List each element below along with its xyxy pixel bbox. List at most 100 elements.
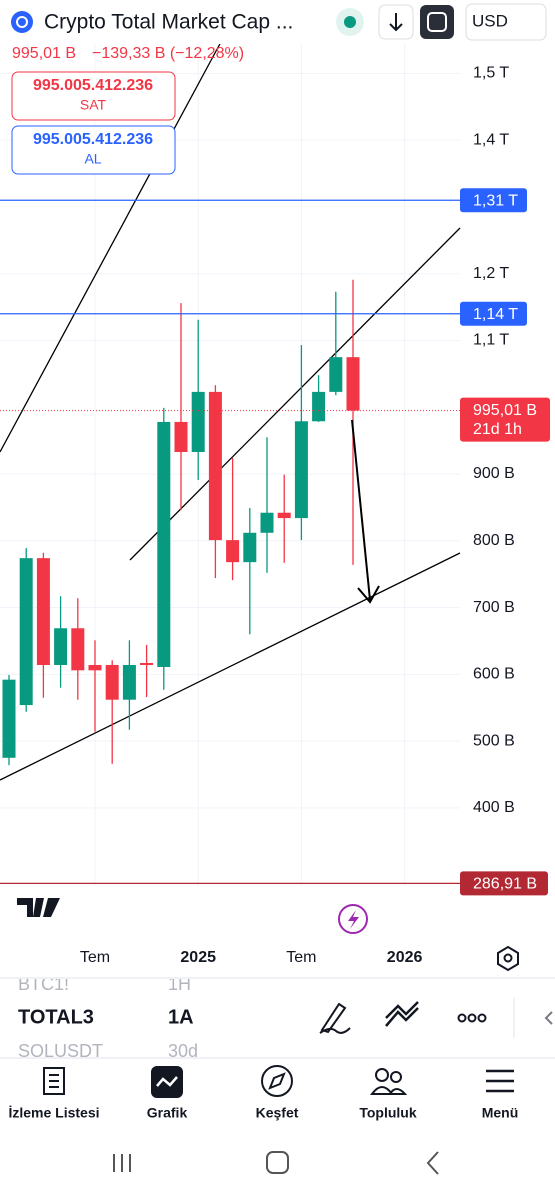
- back[interactable]: [426, 1151, 439, 1175]
- candle-body: [226, 540, 240, 563]
- y-tick-label: 900 B: [473, 465, 515, 482]
- scroll-icon[interactable]: [544, 1011, 553, 1025]
- next-symbol[interactable]: SOLUSDT: [18, 1041, 103, 1061]
- explore-icon[interactable]: [261, 1065, 293, 1097]
- buy-button[interactable]: [11, 125, 176, 175]
- y-tick-label: 800 B: [473, 532, 515, 549]
- arrow: [351, 419, 371, 601]
- buy-price: 995.005.412.236: [33, 131, 153, 148]
- settings-icon[interactable]: [497, 945, 519, 972]
- candle-body: [243, 532, 257, 563]
- more-dot[interactable]: [457, 1013, 467, 1023]
- home[interactable]: [266, 1151, 289, 1174]
- symbol-title[interactable]: Crypto Total Market Cap ...: [44, 11, 293, 34]
- trend-icon[interactable]: [385, 1001, 419, 1027]
- community-icon[interactable]: [375, 1068, 389, 1082]
- candle-body: [208, 391, 222, 541]
- candle-body: [346, 357, 360, 411]
- logo[interactable]: [17, 898, 60, 917]
- price-line-label: 286,91 B: [473, 876, 537, 893]
- candle-body: [174, 421, 188, 452]
- trend-line: [0, 39, 223, 453]
- sell-label: SAT: [80, 97, 107, 113]
- last-price-label: 995,01 B: [473, 402, 537, 419]
- nav-label[interactable]: Menü: [482, 1105, 519, 1121]
- y-tick-label: 600 B: [473, 666, 515, 683]
- currency-select[interactable]: [465, 3, 547, 41]
- y-tick-label: 1,2 T: [473, 265, 509, 282]
- price-lines: 1,31 T 1,14 T 286,91 B 995,01 B 21d 1h: [0, 188, 550, 896]
- candle-body: [105, 664, 119, 700]
- arrow-head: [357, 585, 380, 604]
- candle-body: [260, 512, 274, 533]
- symbol[interactable]: TOTAL3: [18, 1006, 94, 1028]
- watchlist-icon[interactable]: [43, 1067, 65, 1095]
- time-axis: Tem 2025 Tem 2026: [80, 949, 423, 966]
- currency: USD: [472, 11, 508, 30]
- sell-button[interactable]: [11, 71, 176, 121]
- price-line-tag: [460, 301, 527, 326]
- y-tick-label: 700 B: [473, 599, 515, 616]
- fullscreen-icon: [427, 12, 447, 32]
- trend-line: [129, 227, 461, 561]
- explore-needle: [268, 1072, 286, 1090]
- alert-icon[interactable]: [338, 904, 368, 934]
- price-change: −139,33 B (−12,28%): [92, 45, 244, 62]
- status-dot: [344, 16, 356, 28]
- x-tick-label: 2026: [387, 949, 423, 966]
- recent-apps[interactable]: [113, 1154, 131, 1172]
- down-icon: [389, 13, 403, 32]
- x-tick-label: Tem: [80, 949, 110, 966]
- candle-body: [88, 664, 102, 671]
- candles: [2, 279, 360, 766]
- candle-body: [157, 421, 171, 667]
- nav-label[interactable]: Keşfet: [256, 1105, 299, 1121]
- candle-body: [2, 679, 16, 758]
- last-price: 995,01 B: [12, 45, 76, 62]
- symbol-icon[interactable]: [11, 11, 33, 33]
- next-interval[interactable]: 30d: [168, 1041, 198, 1061]
- candle-body: [140, 662, 154, 665]
- header-bar: [0, 0, 555, 44]
- candle-body: [329, 357, 343, 392]
- symbol-icon-mark: [16, 16, 28, 28]
- menu-icon[interactable]: [486, 1069, 514, 1093]
- chart-icon-line: [156, 1076, 178, 1087]
- fullscreen-button[interactable]: [420, 5, 454, 39]
- more-dot: [477, 1013, 487, 1023]
- nav-label[interactable]: İzleme Listesi: [8, 1105, 99, 1121]
- candle-body: [294, 421, 308, 519]
- x-tick-label: Tem: [286, 949, 316, 966]
- more-dot: [467, 1013, 477, 1023]
- price-line-tag: [460, 188, 527, 213]
- candle-body: [122, 664, 136, 700]
- interval[interactable]: 1A: [168, 1006, 194, 1028]
- y-tick-label: 1,5 T: [473, 65, 509, 82]
- y-tick-label: 1,1 T: [473, 332, 509, 349]
- x-tick-label: 2025: [180, 949, 216, 966]
- alert-bolt: [348, 910, 359, 929]
- y-tick-label: 400 B: [473, 799, 515, 816]
- draw-icon[interactable]: [319, 1002, 351, 1034]
- prev-interval[interactable]: 1H: [168, 974, 191, 994]
- y-tick-label: 500 B: [473, 732, 515, 749]
- candle-body: [54, 628, 68, 665]
- sell-price: 995.005.412.236: [33, 77, 153, 94]
- countdown: 21d 1h: [473, 421, 522, 438]
- trend-line: [0, 552, 461, 781]
- last-price-tag: [460, 397, 550, 442]
- candle-body: [71, 628, 85, 671]
- community-icon: [370, 1086, 408, 1095]
- candle-body: [277, 512, 291, 519]
- nav-label[interactable]: Topluluk: [359, 1105, 416, 1121]
- buy-label: AL: [84, 151, 101, 167]
- price-line-label: 1,31 T: [473, 192, 518, 209]
- y-tick-label: 1,4 T: [473, 131, 509, 148]
- nav: İzleme Listesi Grafik Keşfet Topluluk Menü: [8, 1105, 518, 1121]
- price-line-tag: [460, 871, 548, 896]
- price-axis: 400 B 500 B 600 B 700 B 800 B 900 B 1,1 T 1,2 T…: [473, 65, 515, 817]
- nav-label[interactable]: Grafik: [147, 1105, 188, 1121]
- candle-body: [36, 558, 50, 665]
- prev-symbol[interactable]: BTC1!: [18, 974, 69, 994]
